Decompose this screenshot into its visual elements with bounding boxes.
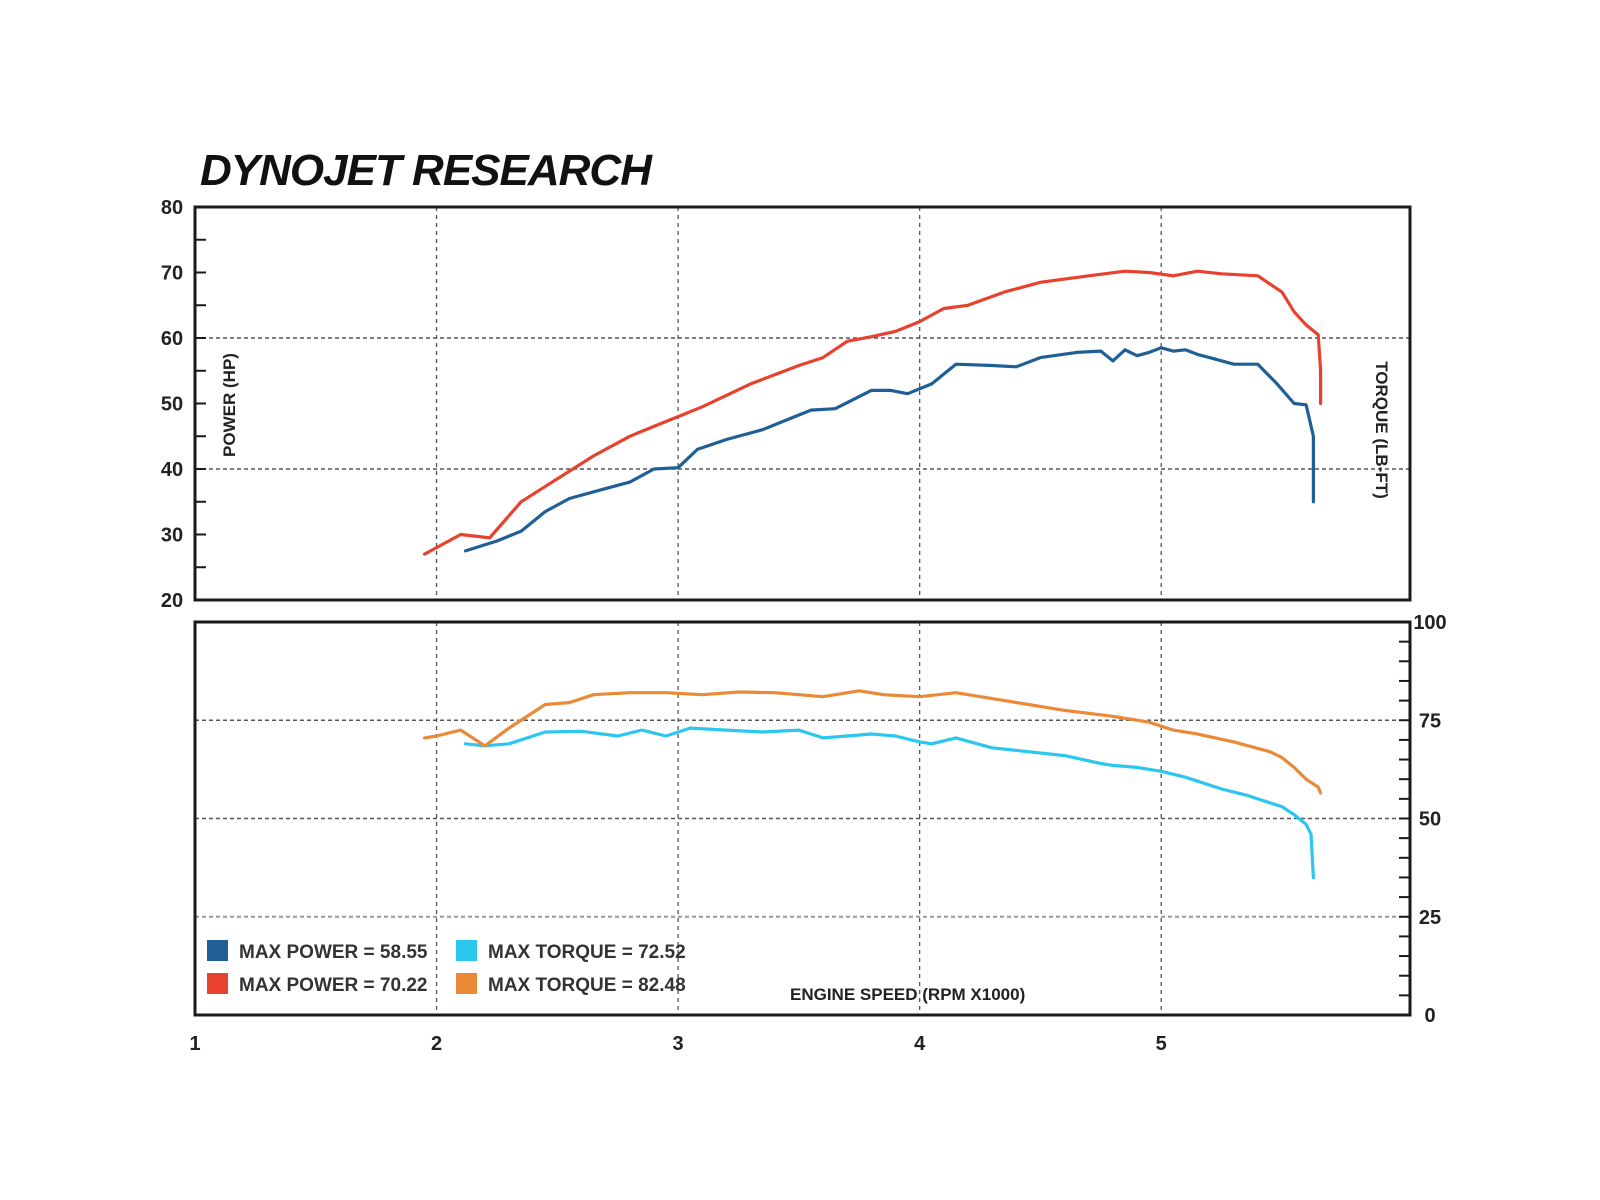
series-line-cyan [463,726,1316,880]
legend: MAX POWER = 58.55 MAX POWER = 70.22 MAX TO… [207,940,686,996]
legend-swatch-orange [456,973,477,994]
legend-swatch-red [207,973,228,994]
x-axis-ticks: 1 2 3 4 5 [189,1033,1166,1055]
x-tick-label: 2 [431,1033,442,1055]
torque-grid [195,622,1410,1015]
chart-title: DYNOJET RESEARCH [200,146,653,195]
legend-swatch-blue [207,940,228,961]
power-tick-label: 50 [161,394,183,416]
power-tick-label: 30 [161,525,183,547]
power-tick-label: 20 [161,590,183,612]
torque-series [422,689,1323,880]
power-grid [195,207,1410,600]
legend-label: MAX POWER = 70.22 [239,975,427,996]
x-tick-label: 1 [189,1033,200,1055]
x-tick-label: 5 [1156,1033,1167,1055]
legend-swatch-cyan [456,940,477,961]
legend-label: MAX TORQUE = 72.52 [488,942,686,963]
series-line-red [422,269,1323,556]
power-axis-ticks: 20 30 40 50 60 70 80 [161,197,206,612]
torque-panel-frame [193,620,1412,1017]
x-axis-label: ENGINE SPEED (RPM X1000) [790,985,1025,1004]
series-line-orange [422,689,1323,795]
power-tick-label: 60 [161,328,183,350]
x-tick-label: 4 [914,1033,926,1055]
legend-label: MAX TORQUE = 82.48 [488,975,686,996]
power-tick-label: 70 [161,263,183,285]
power-series [422,269,1323,556]
series-line-blue [463,346,1316,553]
power-tick-label: 40 [161,459,183,481]
torque-axis-label: TORQUE (LB-FT) [1372,361,1391,499]
x-tick-label: 3 [673,1033,684,1055]
torque-axis-ticks: 0 25 50 75 100 [1399,612,1447,1027]
torque-tick-label: 50 [1419,809,1441,831]
power-axis-label: POWER (HP) [220,353,239,457]
power-tick-label: 80 [161,197,183,219]
power-panel: 20 30 40 50 60 70 80 POWER (HP) TORQUE (LB-FT) [161,197,1412,612]
power-panel-frame [193,205,1412,602]
legend-label: MAX POWER = 58.55 [239,942,428,963]
torque-panel: 0 25 50 75 100 [193,612,1447,1027]
torque-tick-label: 75 [1419,710,1441,732]
torque-tick-label: 25 [1419,907,1441,929]
torque-tick-label: 0 [1424,1005,1435,1027]
torque-tick-label: 100 [1413,612,1446,634]
